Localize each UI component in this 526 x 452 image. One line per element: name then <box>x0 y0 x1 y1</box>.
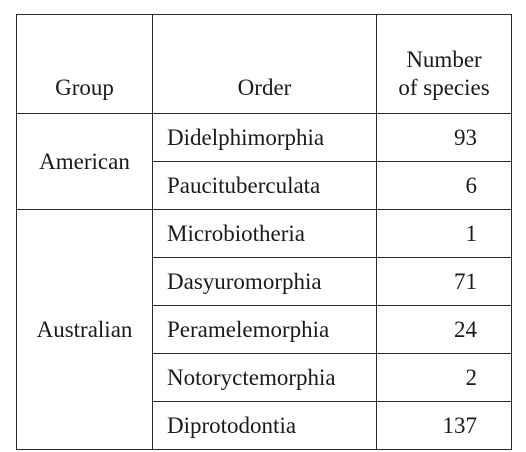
order-cell: Paucituberculata <box>152 161 377 210</box>
order-cell: Didelphimorphia <box>152 113 377 162</box>
table-row: American Didelphimorphia 93 <box>16 113 512 210</box>
order-cell: Diprotodontia <box>152 401 377 450</box>
header-group: Group <box>16 14 153 114</box>
marsupial-orders-table-container: Group Order Number of species American D… <box>16 14 512 450</box>
order-cell: Peramelemorphia <box>152 305 377 354</box>
group-cell-australian: Australian <box>16 209 153 450</box>
table-row: Diprotodontia 137 <box>17 401 512 450</box>
species-count-cell: 137 <box>376 401 512 450</box>
species-count-cell: 24 <box>376 305 512 354</box>
table-row: Dasyuromorphia 71 <box>17 257 512 306</box>
order-cell: Microbiotheria <box>152 209 377 258</box>
order-cell: Notoryctemorphia <box>152 353 377 402</box>
species-count-cell: 71 <box>376 257 512 306</box>
group-cell-american: American <box>16 113 153 210</box>
species-count-cell: 1 <box>376 209 512 258</box>
table-row: Paucituberculata 6 <box>17 161 512 210</box>
header-number-of-species: Number of species <box>376 14 512 114</box>
order-cell: Dasyuromorphia <box>152 257 377 306</box>
species-count-cell: 93 <box>376 113 512 162</box>
header-number-line2: of species <box>398 75 490 101</box>
header-row: Group Order Number of species <box>16 14 512 114</box>
header-number-line1: Number <box>406 46 482 72</box>
species-count-cell: 6 <box>376 161 512 210</box>
header-order: Order <box>152 14 377 114</box>
table-row: Australian Microbiotheria 1 <box>16 209 512 450</box>
marsupial-orders-table: Group Order Number of species American D… <box>16 14 512 450</box>
species-count-cell: 2 <box>376 353 512 402</box>
